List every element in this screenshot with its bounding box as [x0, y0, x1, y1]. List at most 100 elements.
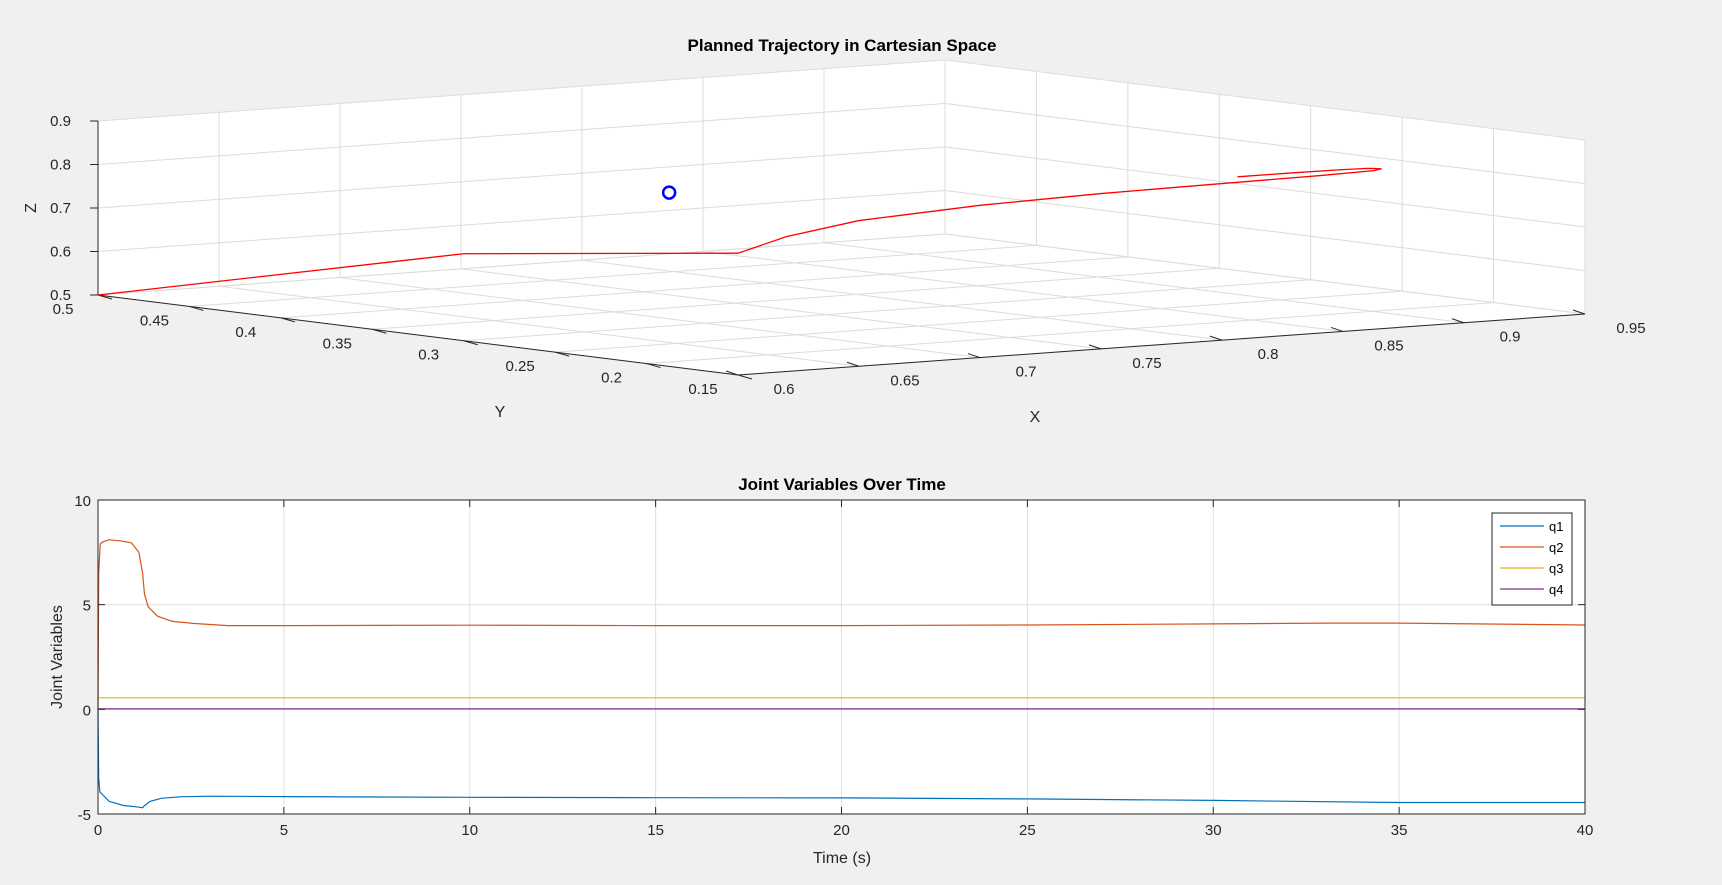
joint-x-axis-label: Time (s)	[813, 850, 871, 867]
x-tick-label: 35	[1391, 822, 1408, 839]
x-tick-label: 20	[833, 822, 850, 839]
current-position-marker	[661, 185, 677, 200]
back-wall-gridline-z	[97, 59, 946, 122]
x-tick-label: 30	[1205, 822, 1222, 839]
floor-gridline-y	[555, 290, 1403, 353]
side-wall-gridline-z	[944, 233, 1586, 315]
y-tick-mark	[372, 328, 387, 334]
y-tick-mark	[97, 294, 113, 300]
trajectory-z-axis-label: Z	[23, 203, 40, 213]
x-tick-mark	[1330, 326, 1344, 332]
x-tick-mark	[967, 353, 981, 359]
legend-label-q3[interactable]: q3	[1549, 561, 1563, 576]
y-tick-mark	[280, 317, 295, 323]
y-tick-label: 0.25	[506, 358, 535, 375]
x-tick-label: 0.6	[774, 381, 795, 398]
trajectory-y-axis-label: Y	[495, 404, 506, 421]
joint-y-axis-label: Joint Variables	[49, 605, 66, 709]
trajectory-path	[97, 167, 1382, 296]
series-line-q2	[97, 539, 1586, 710]
y-tick-mark	[646, 363, 661, 369]
joint-plot-title: Joint Variables Over Time	[738, 475, 946, 494]
floor-gridline-y	[280, 256, 1128, 319]
y-tick-label: 0	[83, 702, 91, 719]
z-tick-label: 0.8	[50, 157, 71, 174]
x-tick-label: 0.7	[1016, 364, 1037, 381]
floor-gridline-x	[339, 277, 981, 359]
y-tick-label: 10	[74, 493, 91, 510]
x-tick-mark	[1572, 309, 1586, 315]
z-tick-label: 0.9	[50, 113, 71, 130]
x-tick-label: 10	[461, 822, 478, 839]
back-wall-gridline-z	[97, 103, 946, 165]
x-tick-mark	[725, 370, 739, 376]
floor-gridline-y	[372, 267, 1220, 330]
joint-variables-plot[interactable]: Joint Variables Over Time 0 5 10 15 20 25 30 35…	[49, 475, 1593, 867]
joint-legend[interactable]: q1 q2 q3 q4	[1491, 512, 1573, 606]
floor-gridline-y	[189, 244, 1037, 307]
x-tick-mark	[846, 361, 860, 367]
y-tick-label: 0.5	[53, 301, 74, 318]
floor-gridline-y	[646, 302, 1494, 365]
trajectory-data	[97, 167, 1382, 296]
y-tick-label: 0.45	[140, 312, 169, 329]
x-tick-mark	[1088, 344, 1102, 350]
y-tick-mark	[463, 340, 478, 346]
x-tick-mark	[1209, 335, 1223, 341]
y-tick-label: 5	[83, 598, 91, 615]
side-wall-gridline-z	[944, 190, 1586, 271]
x-tick-label: 0.75	[1132, 355, 1161, 372]
back-wall-gridline-z	[97, 233, 946, 296]
legend-label-q1[interactable]: q1	[1549, 519, 1563, 534]
x-tick-label: 0.9	[1500, 329, 1521, 346]
y-tick-label: 0.3	[418, 347, 439, 364]
y-tick-label: 0.4	[235, 324, 256, 341]
trajectory-3d-plot[interactable]: Planned Trajectory in Cartesian Space 0.…	[23, 36, 1646, 426]
floor-gridline-y	[463, 279, 1311, 342]
x-axis-line	[737, 313, 1586, 376]
y-axis-line	[97, 294, 739, 376]
x-tick-label: 0.65	[890, 372, 919, 389]
joint-series-lines	[97, 539, 1586, 809]
floor-gridline-x	[460, 268, 1102, 350]
y-tick-mark	[189, 305, 204, 311]
y-tick-label: 0.35	[323, 335, 352, 352]
floor-panel	[98, 234, 1585, 375]
y-tick-label: 0.2	[601, 370, 622, 387]
side-wall-gridline-z	[944, 59, 1586, 141]
z-tick-label: 0.7	[50, 200, 71, 217]
legend-box	[1491, 512, 1573, 606]
z-tick-label: 0.5	[50, 287, 71, 304]
trajectory-ticks: 0.6 0.65 0.7 0.75 0.8 0.85 0.9 0.95 0.15 0.2 0.25 0…	[50, 113, 1645, 398]
floor-gridline-x	[823, 242, 1465, 324]
floor-gridline-x	[581, 259, 1223, 341]
side-wall-gridline-z	[944, 146, 1586, 228]
back-wall-gridline-z	[97, 190, 946, 252]
x-tick-mark	[1451, 318, 1465, 324]
x-tick-label: 25	[1019, 822, 1036, 839]
trajectory-plot-title: Planned Trajectory in Cartesian Space	[688, 36, 997, 55]
x-tick-label: 0.85	[1374, 337, 1403, 354]
x-tick-label: 40	[1577, 822, 1594, 839]
floor-gridline-x	[218, 285, 860, 367]
x-tick-label: 0.95	[1616, 320, 1645, 337]
x-tick-label: 5	[280, 822, 288, 839]
x-tick-label: 0.8	[1258, 346, 1279, 363]
y-tick-label: -5	[78, 807, 91, 824]
legend-label-q4[interactable]: q4	[1549, 582, 1563, 597]
series-line-q1	[97, 709, 1585, 809]
trajectory-x-axis-label: X	[1030, 409, 1041, 426]
x-tick-label: 15	[647, 822, 664, 839]
floor-gridline-x	[702, 250, 1344, 332]
x-tick-label: 0	[94, 822, 102, 839]
back-wall-gridline-z	[97, 146, 946, 209]
z-tick-label: 0.6	[50, 244, 71, 261]
side-wall-gridline-z	[944, 103, 1586, 184]
trajectory-grid	[97, 59, 1586, 376]
legend-label-q2[interactable]: q2	[1549, 540, 1563, 555]
y-tick-label: 0.15	[688, 381, 717, 398]
y-tick-mark	[737, 374, 753, 380]
y-tick-mark	[555, 351, 570, 357]
